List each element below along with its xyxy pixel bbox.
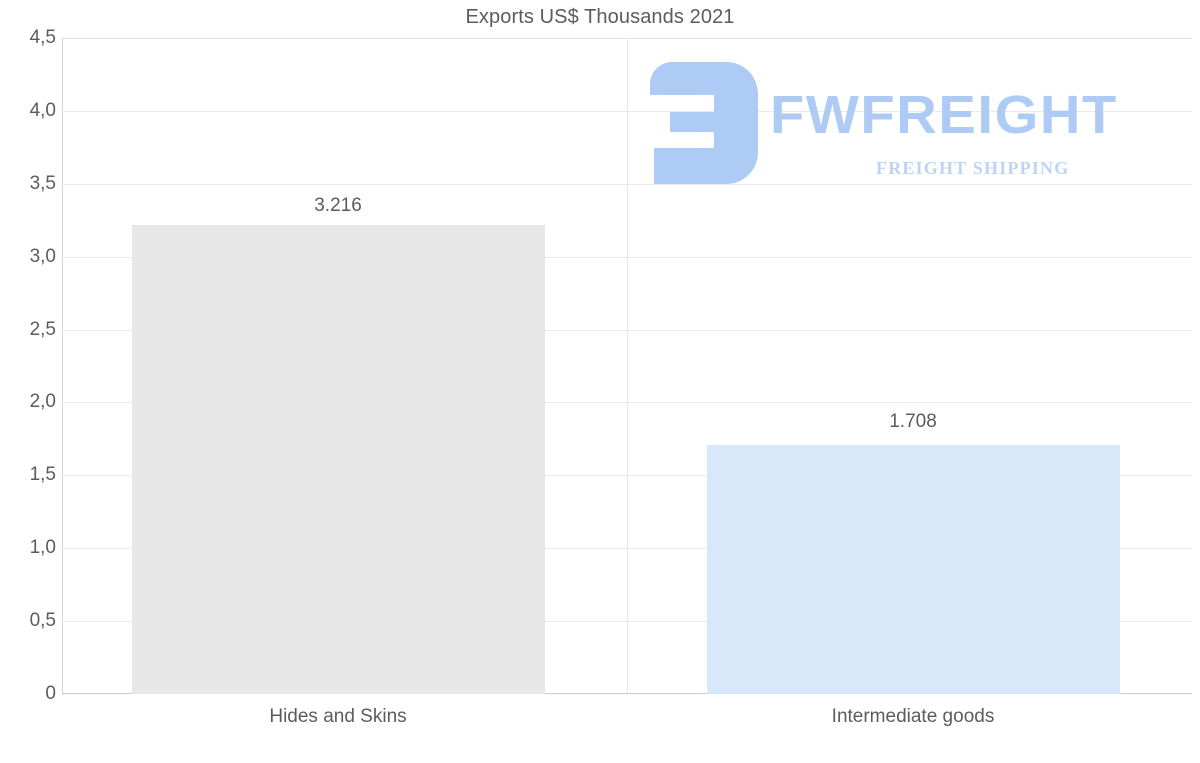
y-axis-tick-labels: 4,5 4,0 3,5 3,0 2,5 2,0 1,5 1,0 0,5 0 xyxy=(0,0,56,763)
bar-value-label-intermediate-goods: 1.708 xyxy=(889,411,937,432)
y-tick-label: 1,5 xyxy=(29,464,56,486)
chart-title: Exports US$ Thousands 2021 xyxy=(465,6,735,28)
y-tick-label: 4,0 xyxy=(29,99,56,121)
bar-hides-and-skins[interactable] xyxy=(132,225,545,694)
y-axis-line xyxy=(62,38,63,695)
x-category-label-intermediate-goods: Intermediate goods xyxy=(831,706,995,727)
category-divider xyxy=(627,38,628,694)
y-tick-label: 0,5 xyxy=(29,610,56,632)
x-category-label-hides-and-skins: Hides and Skins xyxy=(269,706,407,727)
y-tick-label: 2,5 xyxy=(29,318,56,340)
x-axis-baseline xyxy=(62,693,1192,694)
y-tick-label: 2,0 xyxy=(29,391,56,413)
y-tick-label: 1,0 xyxy=(29,537,56,559)
y-tick-label: 3,0 xyxy=(29,245,56,267)
bar-intermediate-goods[interactable] xyxy=(707,445,1120,694)
y-tick-label: 4,5 xyxy=(29,27,56,48)
y-tick-label: 0 xyxy=(45,683,56,704)
plot-area xyxy=(62,38,1192,694)
y-tick-label: 3,5 xyxy=(29,172,56,194)
bar-value-label-hides-and-skins: 3.216 xyxy=(314,195,362,216)
